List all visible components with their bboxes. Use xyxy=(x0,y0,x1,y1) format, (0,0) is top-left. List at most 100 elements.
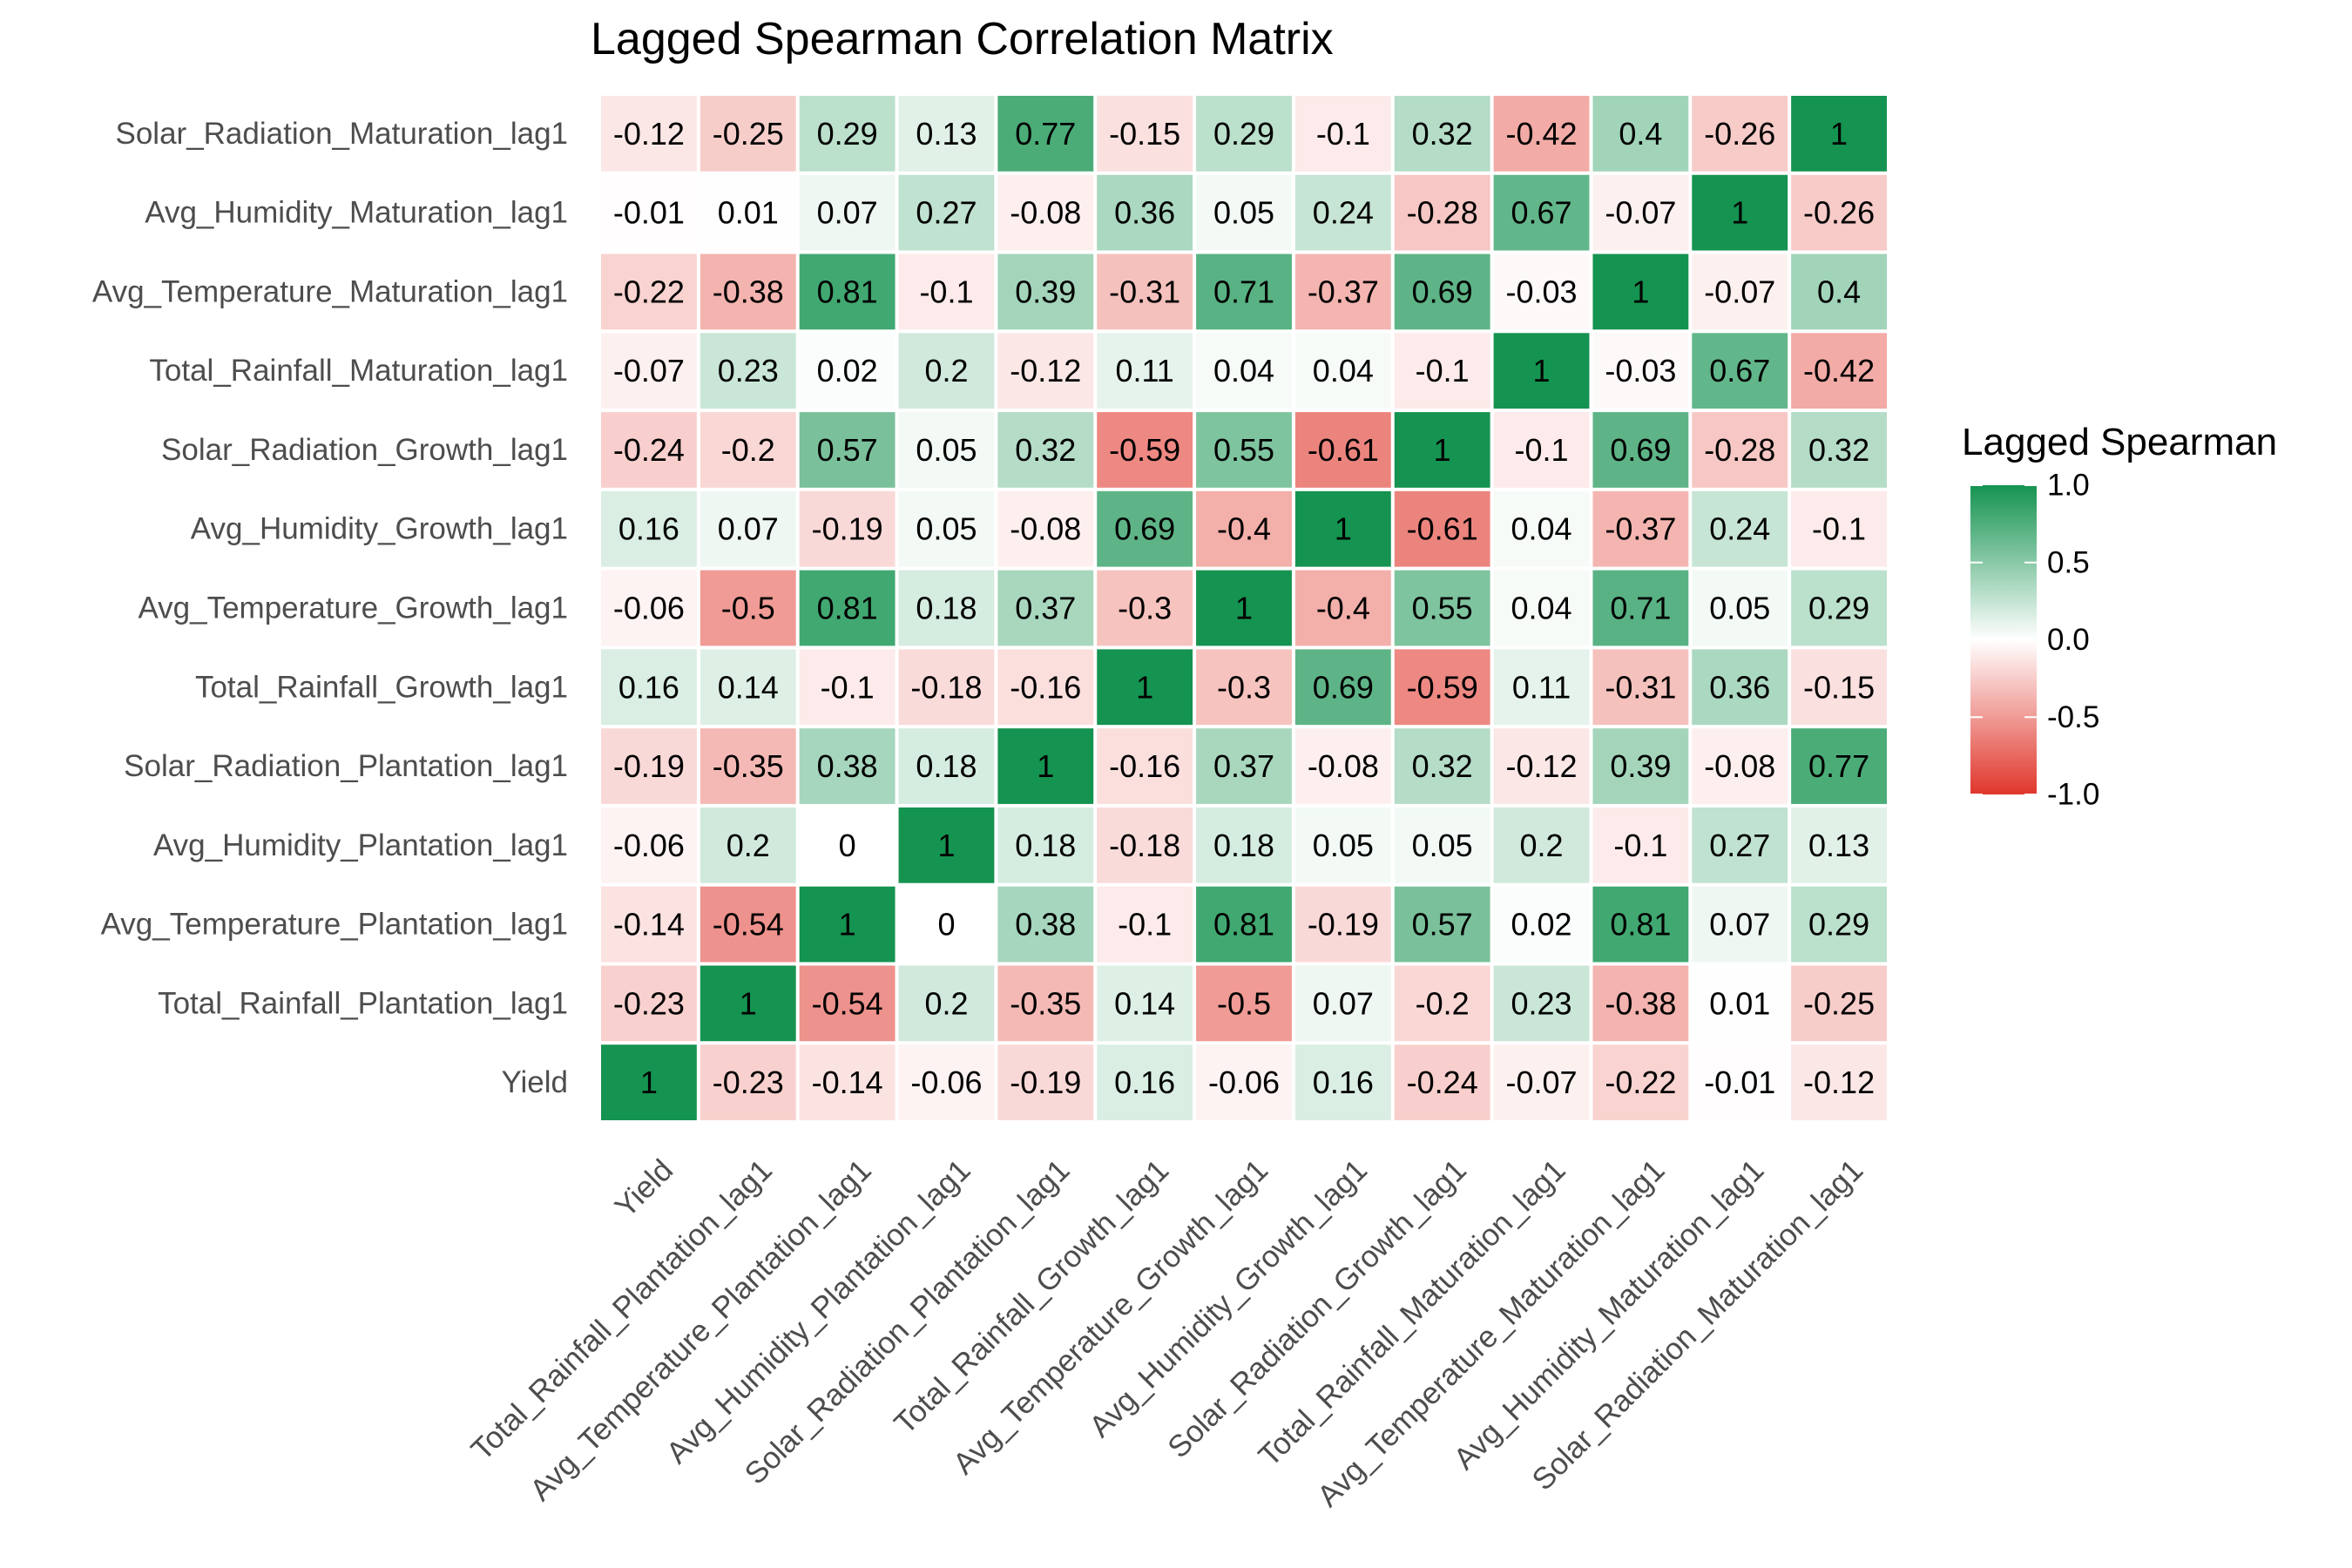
heatmap-cell xyxy=(1592,96,1689,172)
heatmap-cell xyxy=(1196,886,1292,963)
heatmap-cell xyxy=(898,253,995,330)
heatmap-cell xyxy=(997,649,1094,726)
heatmap-cell-value: 0.69 xyxy=(1114,511,1175,547)
heatmap-cell-value: -0.59 xyxy=(1109,432,1180,468)
heatmap-cell-value: 0.07 xyxy=(718,511,779,547)
heatmap-cell xyxy=(700,649,796,726)
heatmap-cell xyxy=(1294,649,1391,726)
heatmap-cell-value: 0.13 xyxy=(916,116,977,152)
heatmap-cell-value: 0.32 xyxy=(1015,432,1076,468)
heatmap-cell-value: -0.26 xyxy=(1704,116,1775,152)
heatmap-cell xyxy=(1394,965,1490,1042)
heatmap-cell xyxy=(1493,570,1590,646)
heatmap-cell xyxy=(1692,253,1788,330)
heatmap-cell xyxy=(700,253,796,330)
heatmap-cell-value: 0.13 xyxy=(1808,828,1869,863)
heatmap-cell-value: 1 xyxy=(740,985,757,1021)
heatmap-cell xyxy=(1097,253,1193,330)
heatmap-cell xyxy=(799,333,896,409)
heatmap-cell-value: -0.12 xyxy=(1803,1064,1875,1100)
heatmap-cell-value: -0.25 xyxy=(1803,985,1875,1021)
heatmap-cell-value: -0.61 xyxy=(1407,511,1478,547)
y-axis-tick-label: Solar_Radiation_Growth_lag1 xyxy=(161,433,568,467)
heatmap-cell xyxy=(1592,333,1689,409)
heatmap-cell xyxy=(1097,570,1193,646)
heatmap-cell xyxy=(898,96,995,172)
heatmap-cell-value: -0.06 xyxy=(613,591,685,626)
heatmap-cell xyxy=(799,965,896,1042)
heatmap-cell xyxy=(1097,96,1193,172)
heatmap-cell xyxy=(601,490,697,567)
heatmap-cell-value: -0.38 xyxy=(713,274,784,309)
heatmap-cell xyxy=(1097,728,1193,804)
heatmap-cell-value: -0.1 xyxy=(1515,432,1569,468)
heatmap-cell-value: 0.29 xyxy=(1808,591,1869,626)
heatmap-cell-value: 0.69 xyxy=(1610,432,1671,468)
heatmap-cell-value: 0.69 xyxy=(1412,274,1473,309)
heatmap-cell-value: 0.55 xyxy=(1213,432,1274,468)
heatmap-cell xyxy=(1791,333,1887,409)
heatmap-cell xyxy=(1097,886,1193,963)
heatmap-cell-value: 0.81 xyxy=(817,274,878,309)
heatmap-cell-value: -0.01 xyxy=(1704,1064,1775,1100)
heatmap-cell-value: 0.07 xyxy=(1709,907,1770,943)
heatmap-cell-value: 1 xyxy=(1830,116,1848,152)
heatmap-cell-value: -0.08 xyxy=(1308,748,1379,784)
heatmap-cell xyxy=(997,728,1094,804)
heatmap-cell xyxy=(1097,490,1193,567)
heatmap-cell xyxy=(1791,965,1887,1042)
heatmap-cell xyxy=(1394,886,1490,963)
y-axis-tick-label: Total_Rainfall_Plantation_lag1 xyxy=(158,986,568,1020)
heatmap-cell-value: -0.22 xyxy=(1605,1064,1676,1100)
heatmap-cell xyxy=(601,965,697,1042)
heatmap-cell-value: -0.14 xyxy=(812,1064,883,1100)
heatmap-cell-value: 1 xyxy=(937,828,955,863)
heatmap-cell xyxy=(1196,174,1292,251)
heatmap-cell xyxy=(1097,1044,1193,1120)
y-axis-tick-label: Avg_Humidity_Plantation_lag1 xyxy=(153,828,568,862)
heatmap-cell xyxy=(997,965,1094,1042)
heatmap-cell-value: 0.71 xyxy=(1610,591,1671,626)
x-axis-tick-label: Yield xyxy=(608,1153,679,1225)
heatmap-cell xyxy=(799,490,896,567)
heatmap-cell-value: -0.03 xyxy=(1506,274,1578,309)
heatmap-cell-value: 0.38 xyxy=(1015,907,1076,943)
heatmap-cell-value: 0.57 xyxy=(1412,907,1473,943)
heatmap-cell-value: 1 xyxy=(1136,669,1153,705)
heatmap-cell xyxy=(601,412,697,488)
heatmap-cell-value: -0.19 xyxy=(812,511,883,547)
heatmap-cell xyxy=(1196,96,1292,172)
heatmap-cell xyxy=(1791,174,1887,251)
heatmap-cell xyxy=(898,728,995,804)
heatmap-cell xyxy=(1692,1044,1788,1120)
heatmap-cell-value: -0.61 xyxy=(1308,432,1379,468)
heatmap-cell xyxy=(1394,96,1490,172)
heatmap-cell-value: -0.59 xyxy=(1407,669,1478,705)
heatmap-cell xyxy=(898,807,995,883)
heatmap-cell xyxy=(1791,649,1887,726)
heatmap-cell xyxy=(1791,490,1887,567)
heatmap-cell xyxy=(1493,174,1590,251)
legend-title: Lagged Spearman xyxy=(1962,421,2277,463)
heatmap-cell-value: 1 xyxy=(640,1064,658,1100)
heatmap-cell-value: -0.08 xyxy=(1010,511,1081,547)
heatmap-cell xyxy=(1791,253,1887,330)
heatmap-cell xyxy=(1493,965,1590,1042)
heatmap-cell xyxy=(898,174,995,251)
heatmap-cell xyxy=(700,728,796,804)
heatmap-cell-value: -0.16 xyxy=(1109,748,1180,784)
heatmap-cell-value: -0.35 xyxy=(713,748,784,784)
heatmap-cell xyxy=(1196,807,1292,883)
heatmap-cell-value: 0.37 xyxy=(1213,748,1274,784)
heatmap-cell-value: -0.3 xyxy=(1118,591,1172,626)
heatmap-cell-value: 0.39 xyxy=(1015,274,1076,309)
heatmap-cell xyxy=(1592,807,1689,883)
legend-tick-label: 1.0 xyxy=(2047,469,2090,503)
heatmap-cell-value: 0.29 xyxy=(817,116,878,152)
heatmap-cell-value: 0.23 xyxy=(1511,985,1571,1021)
heatmap-cell-value: 0.16 xyxy=(618,669,679,705)
heatmap-cell xyxy=(601,570,697,646)
heatmap-cell xyxy=(1097,807,1193,883)
heatmap-cell-value: 0.04 xyxy=(1313,353,1374,389)
x-axis-tick-label: Avg_Temperature_Maturation_lag1 xyxy=(1311,1153,1672,1514)
